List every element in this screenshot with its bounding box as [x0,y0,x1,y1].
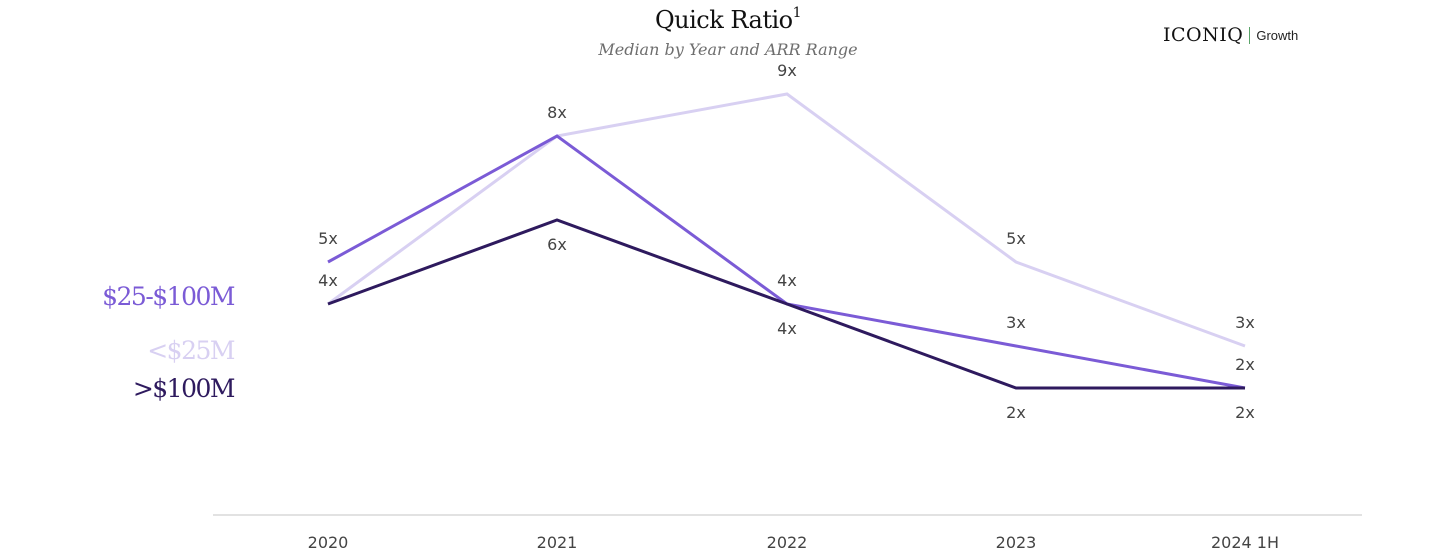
x-tick-label: 2021 [537,533,578,552]
data-label: 4x [777,271,797,290]
chart-title: Quick Ratio1 [0,5,1456,34]
x-tick-label: 2023 [996,533,1037,552]
brand-logo: ICONIQ Growth [1163,24,1298,46]
x-tick-label: 2022 [767,533,808,552]
data-label: 3x [1006,313,1026,332]
data-label: 2x [1235,403,1255,422]
data-label: 5x [1006,229,1026,248]
series-line-1 [327,92,1246,348]
data-label: 2x [1235,355,1255,374]
chart-title-text: Quick Ratio [654,6,793,34]
data-label: 3x [1235,313,1255,332]
brand-divider [1249,26,1251,44]
data-label: 4x [318,271,338,290]
legend-item-25-100m: $25-$100M [102,282,235,311]
chart-subtitle: Median by Year and ARR Range [598,40,858,59]
series-line-2 [327,218,1245,390]
brand-name: ICONIQ [1163,24,1244,46]
x-tick-label: 2020 [308,533,349,552]
data-label: 8x [547,103,567,122]
x-tick-label: 2024 1H [1211,533,1279,552]
brand-subtitle: Growth [1256,27,1299,43]
legend-item-under-25m: <$25M [147,336,235,365]
data-label: 4x [777,319,797,338]
series-line-0 [327,134,1246,390]
data-label: 9x [777,61,797,80]
data-label: 5x [318,229,338,248]
legend-item-over-100m: >$100M [132,374,236,403]
data-label: 6x [547,235,567,254]
data-label: 2x [1006,403,1026,422]
title-footnote-marker: 1 [792,5,802,21]
